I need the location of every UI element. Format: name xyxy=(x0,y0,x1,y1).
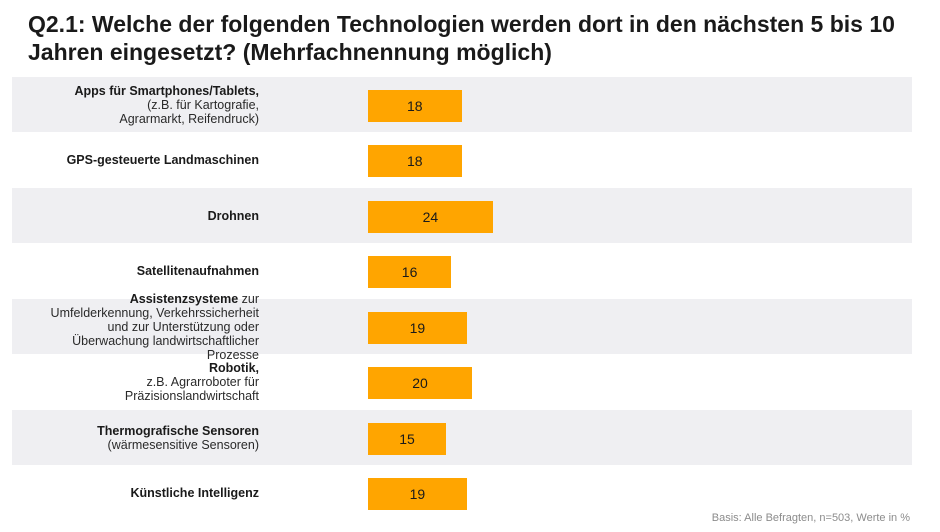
bar xyxy=(368,256,452,288)
row-background xyxy=(12,77,912,132)
bar xyxy=(368,478,467,510)
bar xyxy=(368,200,493,233)
category-label-suffix: zur xyxy=(238,291,259,306)
source-note: Basis: Alle Befragten, n=503, Werte in % xyxy=(711,512,910,524)
category-label-detail: Umfelderkennung, Verkehrssicherheit xyxy=(50,305,259,320)
bar xyxy=(368,89,462,122)
category-label-main: GPS-gesteuerte Landmaschinen xyxy=(66,153,259,167)
category-label-main: Assistenzsysteme xyxy=(129,291,239,306)
category-label-detail: Prozesse xyxy=(206,347,259,362)
category-label: Satellitenaufnahmen xyxy=(12,244,259,299)
row-background xyxy=(12,410,912,465)
category-label: Assistenzsysteme zur Umfelderkennung, Ver… xyxy=(12,292,259,362)
category-label-detail: Präzisionslandwirtschaft xyxy=(124,389,259,403)
bar xyxy=(368,422,446,455)
category-label-detail: (z.B. für Kartografie, xyxy=(147,97,259,112)
category-label: GPS-gesteuerte Landmaschinen xyxy=(12,133,259,188)
bar-value-label: 18 xyxy=(407,97,423,114)
category-label-main: Thermografische Sensoren xyxy=(97,423,259,438)
bar-value-label: 15 xyxy=(399,430,415,447)
category-label-main: Drohnen xyxy=(207,208,259,223)
chart-title: Q2.1: Welche der folgenden Technologien … xyxy=(28,11,895,65)
category-label-detail: Agrarmarkt, Reifendruck) xyxy=(119,111,259,126)
bar xyxy=(368,367,472,399)
category-label-detail: z.B. Agrarroboter für xyxy=(146,375,259,389)
category-label: Thermografische Sensoren (wärmesensitive … xyxy=(12,410,259,465)
bar-value-label: 16 xyxy=(401,264,418,280)
bar-value-label: 18 xyxy=(407,153,423,169)
category-label-detail: (wärmesensitive Sensoren) xyxy=(107,437,259,452)
bar-value-label: 24 xyxy=(422,208,439,225)
category-label-detail: und zur Unterstützung oder xyxy=(107,319,259,334)
bar xyxy=(368,311,467,344)
bar xyxy=(368,145,462,177)
bar-value-label: 19 xyxy=(409,319,426,336)
category-label-main: Satellitenaufnahmen xyxy=(136,264,259,278)
category-label: Apps für Smartphones/Tablets, (z.B. für K… xyxy=(12,77,259,132)
category-label-main: Apps für Smartphones/Tablets, xyxy=(74,83,259,98)
category-label: Künstliche Intelligenz xyxy=(12,466,260,521)
category-label: Robotik, z.B. Agrarroboter für Präzisionsl… xyxy=(12,355,259,410)
category-label: Drohnen xyxy=(12,188,259,243)
bar-value-label: 19 xyxy=(409,486,426,502)
bar-value-label: 20 xyxy=(412,375,428,391)
category-label-main: Künstliche Intelligenz xyxy=(130,486,260,500)
category-label-main: Robotik, xyxy=(209,361,259,375)
category-label-detail: Überwachung landwirtschaftlicher xyxy=(72,333,259,348)
